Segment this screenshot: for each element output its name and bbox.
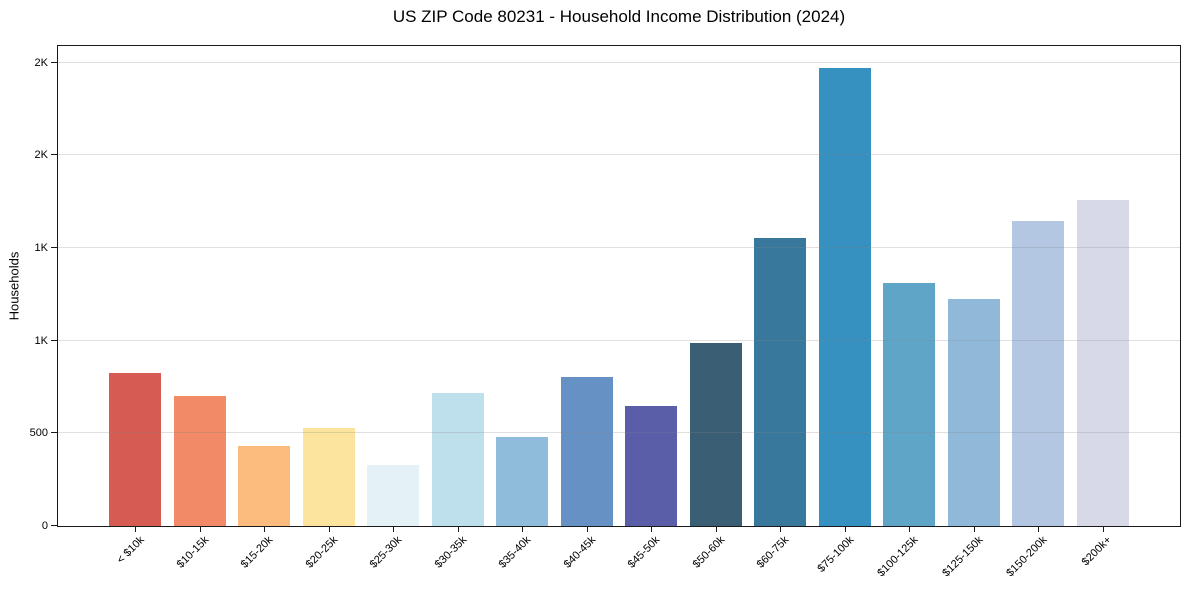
bar (1076, 199, 1129, 526)
y-tick-label: 2K (34, 56, 48, 69)
bar-slot: $60-75k (748, 46, 813, 571)
y-tick-mark (51, 154, 57, 156)
bar (947, 298, 1000, 526)
bar-slot: $10-15k (168, 46, 233, 571)
x-tick-label: $40-45k (561, 534, 599, 571)
bar-slot: $20-25k (297, 46, 362, 571)
y-tick-label: 0 (41, 520, 48, 532)
bars-container: < $10k $10-15k $15-20k $20-25k $25-30k $30-35… (103, 46, 1136, 579)
y-tick-label: 1K (34, 334, 48, 347)
plot-area: 0 500 1K 1K 2K 2K < $10k $10-15k $15-20k $20-25k… (30, 45, 1181, 579)
x-tick-label: $200k+ (1080, 534, 1115, 569)
bar-slot: $75-100k (813, 46, 878, 575)
bar (496, 437, 549, 526)
bar-slot: $45-50k (619, 46, 684, 571)
x-tick-mark (844, 527, 846, 532)
x-tick-label: $20-25k (303, 534, 341, 571)
x-tick-mark (328, 527, 330, 532)
y-tick-label: 500 (29, 427, 48, 440)
y-tick-mark (51, 432, 57, 434)
y-tick-mark (51, 61, 57, 63)
y-tick-mark (51, 247, 57, 249)
bar-slot: $25-30k (361, 46, 426, 571)
bar (238, 446, 291, 526)
x-tick-mark (522, 527, 524, 532)
x-tick-label: $15-20k (239, 534, 276, 571)
bar (754, 237, 807, 526)
bar-slot: $30-35k (426, 46, 491, 571)
x-tick-mark (457, 527, 459, 532)
y-tick-mark (51, 339, 57, 341)
bar (560, 376, 613, 526)
y-tick-label: 1K (34, 242, 48, 255)
bar (818, 68, 871, 526)
x-tick-mark (393, 527, 395, 532)
x-tick-label: $125-150k (939, 534, 986, 580)
x-tick-mark (973, 527, 975, 532)
y-tick-mark (51, 525, 57, 526)
bar-slot: $50-60k (684, 46, 749, 571)
x-tick-label: $150-200k (1004, 534, 1050, 580)
gridline (58, 247, 1180, 249)
x-tick-label: $35-40k (497, 534, 534, 571)
bar-slot: $40-45k (555, 46, 620, 571)
bar (1012, 221, 1065, 526)
x-tick-label: $75-100k (815, 534, 857, 575)
gridline (58, 432, 1180, 434)
bar-slot: $35-40k (490, 46, 555, 571)
bar-slot: $100-125k (875, 46, 942, 579)
gridline (58, 154, 1180, 156)
bar (625, 406, 678, 526)
bar (109, 373, 162, 526)
x-tick-mark (1038, 527, 1040, 532)
bar (431, 392, 484, 526)
bar-slot: $125-150k (940, 46, 1007, 579)
y-axis-label: Households (6, 251, 22, 321)
y-tick-label: 2K (34, 149, 48, 162)
x-tick-label: $50-60k (690, 534, 728, 571)
bar-slot: $15-20k (232, 46, 297, 571)
bar (367, 464, 420, 526)
bar (302, 427, 355, 526)
bar (883, 283, 936, 526)
x-tick-mark (780, 527, 782, 532)
x-tick-label: $30-35k (432, 534, 470, 571)
x-tick-label: $45-50k (626, 534, 663, 571)
x-tick-mark (135, 527, 137, 532)
chart-title: US ZIP Code 80231 - Household Income Dis… (392, 7, 846, 26)
x-tick-mark (199, 527, 201, 532)
x-tick-mark (909, 527, 911, 532)
bar-slot: $150-200k (1004, 46, 1071, 579)
x-tick-mark (1102, 527, 1104, 532)
bar (173, 396, 226, 526)
x-tick-label: $100-125k (875, 534, 921, 580)
gridline (58, 339, 1180, 341)
bar-slot: $200k+ (1071, 46, 1136, 568)
bar (689, 342, 742, 526)
x-tick-mark (264, 527, 266, 532)
bar-slot: < $10k (103, 46, 168, 566)
x-tick-mark (715, 527, 717, 532)
x-tick-label: < $10k (114, 534, 147, 567)
gridline (58, 61, 1180, 63)
x-tick-label: $25-30k (368, 534, 405, 571)
x-tick-mark (651, 527, 653, 532)
x-tick-label: $60-75k (755, 534, 792, 571)
x-tick-label: $10-15k (174, 534, 212, 571)
x-tick-mark (586, 527, 588, 532)
